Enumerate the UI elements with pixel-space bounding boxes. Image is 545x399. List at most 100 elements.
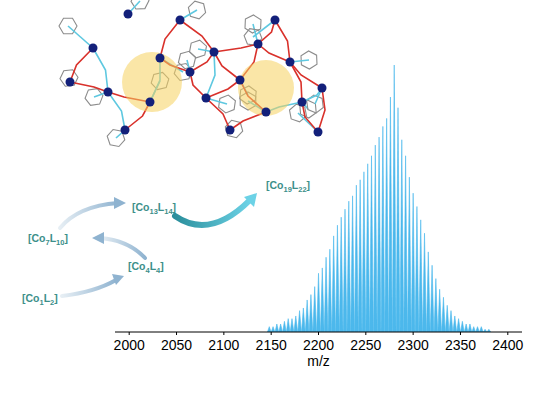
species-label: [Co19L22] [266,179,310,194]
label-part: [Co [22,292,40,304]
axis-label: m/z [307,353,330,369]
cobalt-atom [254,40,263,49]
tick [318,332,319,335]
peak [426,252,430,332]
peak [377,137,381,332]
tick-label: 2150 [256,337,287,353]
arrow-head [244,193,257,207]
peak [351,196,355,332]
arrow [62,280,116,296]
label-part: 13 [150,207,158,216]
peak [396,108,400,332]
bond [214,44,258,52]
cobalt-atom [271,16,280,25]
peak [279,324,283,332]
peak [366,164,370,332]
ring [188,1,205,19]
tick-label: 2350 [445,337,476,353]
tick [507,332,508,335]
bond [258,44,290,62]
cobalt-atom [314,128,323,137]
peak [468,324,472,332]
bond [180,20,214,52]
peak [423,233,427,332]
peak [408,177,412,332]
tick-label: 2250 [350,337,381,353]
bond [290,62,322,88]
peak [298,311,302,332]
peak [336,225,340,332]
peak [332,236,336,332]
bond [70,82,108,92]
peak [472,327,476,332]
peak [415,207,419,332]
label-part: [Co [132,201,150,213]
arrow [100,238,145,258]
tick [223,332,224,335]
peak [389,97,393,332]
peak [461,321,465,332]
cobalt-atom [226,126,235,135]
bond [206,80,240,98]
peak [347,201,351,332]
cobalt-atom [318,84,327,93]
bond [214,52,240,80]
species-label: [Co13L14] [132,201,176,216]
tick-label: 2050 [161,337,192,353]
label-part: [Co [266,179,284,191]
species-label: [Co1L2] [22,292,58,307]
tick [129,332,130,335]
x-axis: 200020502100215022002250230023502400m/z [114,332,524,369]
bond [275,20,290,62]
cobalt-atom [156,54,165,63]
peak [400,140,404,332]
peak [381,126,385,332]
peak [343,209,347,332]
cobalt-atom [298,98,307,107]
arrow [60,203,118,228]
peak [392,65,396,332]
peak [313,287,317,332]
cobalt-atom [146,98,155,107]
bond [318,88,325,132]
cobalt-atom [121,126,130,135]
arrow-head [92,232,104,244]
peak [271,327,275,332]
tick [365,332,366,335]
cobalt-atom [124,10,133,19]
peak [370,156,374,332]
peak [480,327,484,332]
cobalt-atom [66,78,75,87]
label-part: ] [160,260,164,272]
peak [362,172,366,332]
tick [271,332,272,335]
label-part: 19 [284,185,292,194]
bond [68,26,93,48]
peak [442,297,446,332]
species-label: [Co4L4] [128,260,164,275]
peak [411,193,415,332]
peak [328,249,332,332]
peak [373,145,377,332]
peak [476,327,480,332]
bond [206,52,215,98]
cobalt-atom [186,68,195,77]
peak [457,319,461,332]
peak [286,319,290,332]
tick [460,332,461,335]
cobalt-atom [89,44,98,53]
bond [302,102,318,132]
spectrum [267,65,490,332]
peak [404,156,408,332]
tick [176,332,177,335]
arrow-head [114,197,126,209]
peak [294,316,298,332]
cobalt-atom [104,88,113,97]
arrow-head [112,274,124,285]
cavity [238,60,294,116]
assembly-scheme: [Co1L2][Co4L4][Co7L10][Co13L14][Co19L22] [22,179,310,307]
tick-label: 2200 [303,337,334,353]
cobalt-atom [236,76,245,85]
label-part: 22 [298,185,306,194]
tick-label: 2400 [492,337,523,353]
